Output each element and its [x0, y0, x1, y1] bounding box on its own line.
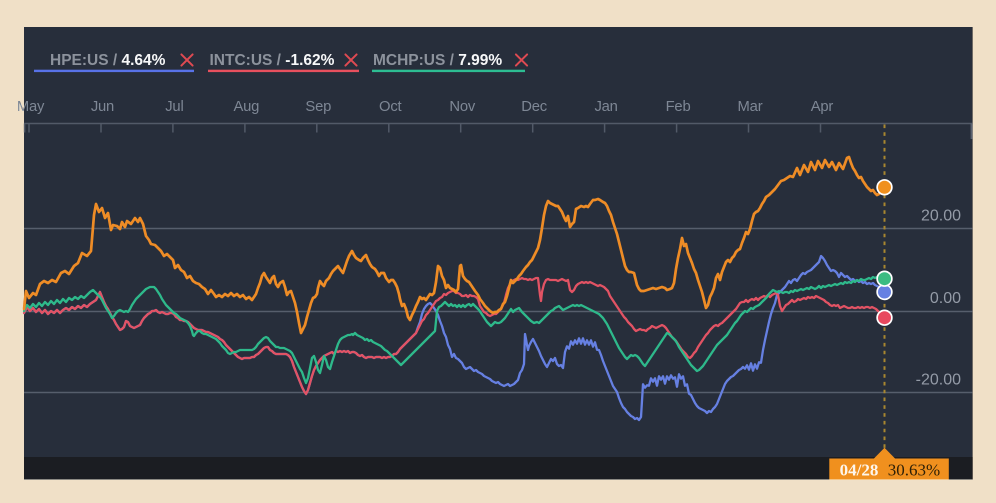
svg-text:Sep: Sep — [305, 99, 331, 115]
svg-text:Feb: Feb — [666, 99, 691, 115]
svg-text:Oct: Oct — [379, 99, 402, 115]
svg-text:20.00: 20.00 — [921, 208, 961, 225]
svg-text:Jul: Jul — [165, 99, 183, 115]
svg-text:Dec: Dec — [521, 99, 548, 115]
svg-text:Jun: Jun — [91, 99, 114, 115]
svg-text:04/28: 04/28 — [840, 461, 879, 480]
svg-text:Aug: Aug — [233, 99, 259, 115]
svg-text:INTC:US / -1.62%: INTC:US / -1.62% — [210, 52, 335, 69]
svg-text:May: May — [17, 99, 45, 115]
svg-text:Mar: Mar — [738, 99, 763, 115]
svg-text:Apr: Apr — [811, 99, 834, 115]
svg-text:30.63%: 30.63% — [888, 461, 940, 480]
svg-text:Jan: Jan — [594, 99, 617, 115]
svg-text:MCHP:US / 7.99%: MCHP:US / 7.99% — [373, 52, 502, 69]
svg-text:-20.00: -20.00 — [916, 372, 961, 389]
svg-text:0.00: 0.00 — [930, 290, 961, 307]
svg-text:HPE:US / 4.64%: HPE:US / 4.64% — [50, 52, 166, 69]
svg-text:Nov: Nov — [449, 99, 476, 115]
